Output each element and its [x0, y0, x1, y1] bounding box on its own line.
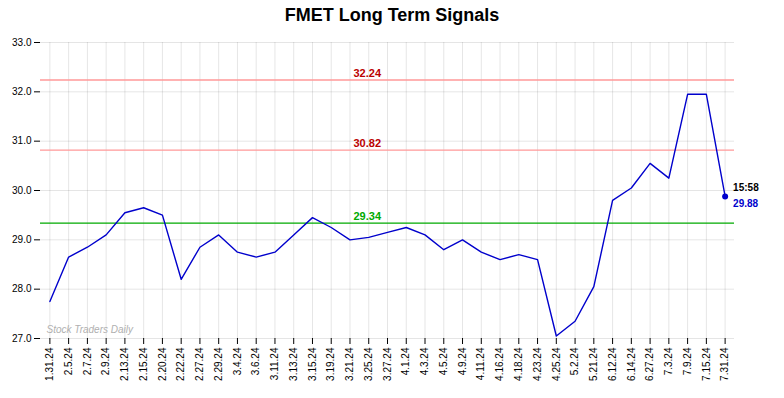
svg-text:32.24: 32.24	[353, 67, 381, 79]
svg-text:4.23.24: 4.23.24	[532, 347, 543, 381]
svg-text:2.22.24: 2.22.24	[175, 347, 186, 381]
svg-text:7.9.24: 7.9.24	[682, 347, 693, 375]
svg-text:2.9.24: 2.9.24	[100, 347, 111, 375]
svg-text:6.27.24: 6.27.24	[644, 347, 655, 381]
svg-text:5.21.24: 5.21.24	[588, 347, 599, 381]
svg-text:27.0: 27.0	[12, 333, 32, 344]
svg-text:32.0: 32.0	[12, 86, 32, 97]
svg-text:1.31.24: 1.31.24	[44, 347, 55, 381]
svg-text:2.15.24: 2.15.24	[138, 347, 149, 381]
svg-text:5.2.24: 5.2.24	[569, 347, 580, 375]
svg-text:4.1.24: 4.1.24	[400, 347, 411, 375]
svg-text:29.88: 29.88	[733, 198, 758, 209]
svg-text:3.11.24: 3.11.24	[269, 347, 280, 380]
svg-text:7.3.24: 7.3.24	[663, 347, 674, 375]
svg-text:2.29.24: 2.29.24	[213, 347, 224, 381]
svg-text:4.11.24: 4.11.24	[475, 347, 486, 380]
svg-text:2.7.24: 2.7.24	[82, 347, 93, 375]
svg-text:30.82: 30.82	[353, 137, 381, 149]
svg-text:2.5.24: 2.5.24	[63, 347, 74, 375]
svg-text:3.13.24: 3.13.24	[288, 347, 299, 381]
svg-text:2.13.24: 2.13.24	[119, 347, 130, 381]
svg-text:6.14.24: 6.14.24	[626, 347, 637, 381]
svg-text:2.20.24: 2.20.24	[157, 347, 168, 381]
svg-text:4.3.24: 4.3.24	[419, 347, 430, 375]
svg-text:29.34: 29.34	[353, 210, 381, 222]
svg-text:4.25.24: 4.25.24	[551, 347, 562, 381]
svg-text:3.4.24: 3.4.24	[232, 347, 243, 375]
svg-text:3.27.24: 3.27.24	[382, 347, 393, 381]
svg-text:15:58: 15:58	[733, 182, 759, 193]
svg-text:2.27.24: 2.27.24	[194, 347, 205, 381]
svg-text:30.0: 30.0	[12, 185, 32, 196]
svg-text:28.0: 28.0	[12, 283, 32, 294]
svg-text:7.15.24: 7.15.24	[701, 347, 712, 381]
svg-text:31.0: 31.0	[12, 135, 32, 146]
svg-text:3.25.24: 3.25.24	[363, 347, 374, 381]
svg-text:3.15.24: 3.15.24	[307, 347, 318, 381]
svg-text:3.21.24: 3.21.24	[344, 347, 355, 381]
html-text:FMET Long Term Signals: FMET Long Term Signals	[284, 5, 500, 25]
svg-text:4.5.24: 4.5.24	[438, 347, 449, 375]
svg-text:4.9.24: 4.9.24	[457, 347, 468, 375]
svg-text:33.0: 33.0	[12, 37, 32, 48]
svg-text:Stock Traders Daily: Stock Traders Daily	[47, 324, 135, 335]
svg-text:4.18.24: 4.18.24	[513, 347, 524, 381]
svg-text:29.0: 29.0	[12, 234, 32, 245]
svg-text:3.19.24: 3.19.24	[325, 347, 336, 381]
svg-text:4.16.24: 4.16.24	[494, 347, 505, 381]
svg-text:7.31.24: 7.31.24	[719, 347, 730, 381]
svg-text:3.6.24: 3.6.24	[250, 347, 261, 375]
svg-text:6.12.24: 6.12.24	[607, 347, 618, 381]
